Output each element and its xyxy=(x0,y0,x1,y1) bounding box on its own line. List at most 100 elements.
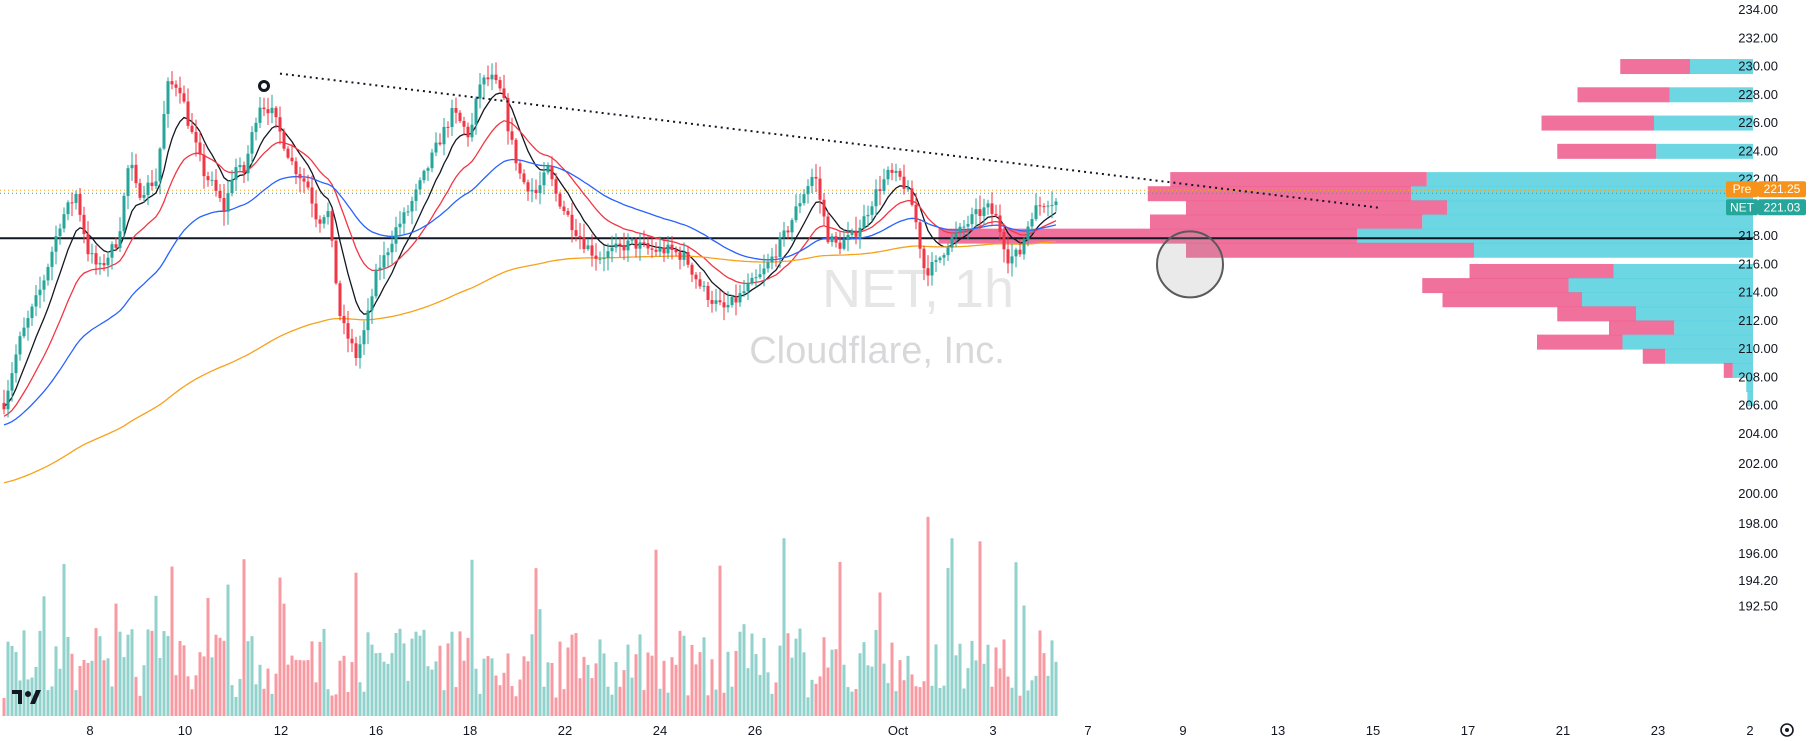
volume-bar xyxy=(94,628,98,716)
candle xyxy=(430,148,434,173)
candle-body xyxy=(106,257,110,266)
volume-bar xyxy=(418,635,422,716)
volume-bar xyxy=(706,695,710,716)
volume-bar xyxy=(554,697,558,716)
candle-body xyxy=(354,343,358,359)
candle-body xyxy=(346,323,350,339)
candle xyxy=(674,246,678,257)
volume-bar xyxy=(870,666,874,716)
candle xyxy=(934,255,938,273)
volume-bar xyxy=(882,663,886,716)
vp-up-bar xyxy=(1746,377,1753,393)
candle xyxy=(518,160,522,180)
volume-bar xyxy=(1022,605,1026,716)
volume-bar xyxy=(394,632,398,716)
candle xyxy=(998,204,1002,241)
volume-bar xyxy=(414,631,418,716)
candle-body xyxy=(570,214,574,231)
candle xyxy=(758,264,762,280)
candle xyxy=(610,235,614,263)
candle-body xyxy=(874,189,878,207)
candle-body xyxy=(930,262,934,276)
volume-bar xyxy=(10,645,14,716)
candle xyxy=(470,112,474,142)
volume-bar xyxy=(334,694,338,716)
circle-annotation[interactable] xyxy=(1156,230,1224,299)
candle xyxy=(270,94,274,124)
candle-body xyxy=(374,269,378,297)
candle-body xyxy=(462,120,466,127)
candle-body xyxy=(322,217,326,224)
vp-down-bar xyxy=(1186,200,1447,216)
tradingview-logo[interactable] xyxy=(12,690,41,704)
volume-bar xyxy=(798,628,802,716)
volume-bar xyxy=(950,538,954,716)
candle xyxy=(810,168,814,193)
volume-bar xyxy=(858,653,862,716)
volume-bar xyxy=(354,572,358,716)
candle-body xyxy=(430,152,434,169)
candle-body xyxy=(754,277,758,279)
volume-bar xyxy=(118,631,122,716)
candle-body xyxy=(698,279,702,287)
candle-body xyxy=(846,234,850,241)
candle xyxy=(926,255,930,287)
candle xyxy=(778,232,782,268)
volume-bar xyxy=(442,690,446,716)
candle-body xyxy=(782,230,786,238)
candle-body xyxy=(718,300,722,303)
time-axis[interactable]: 8 10 12 16 18 22 24 26 Oct 3 7 9 13 15 17 21 23 2 xyxy=(86,723,1753,738)
candle xyxy=(870,201,874,222)
candle-body xyxy=(402,212,406,224)
candle xyxy=(738,284,742,307)
candle-body xyxy=(614,243,618,248)
candle xyxy=(482,74,486,98)
candle xyxy=(334,239,338,285)
candle xyxy=(1054,198,1058,212)
vp-up-bar xyxy=(1636,306,1753,322)
candle-body xyxy=(858,227,862,237)
candle xyxy=(110,241,114,270)
y-tick-label: 214.00 xyxy=(1738,285,1778,300)
volume-bar xyxy=(282,603,286,716)
vp-down-bar xyxy=(1723,362,1733,378)
volume-bar xyxy=(794,638,798,716)
candle-body xyxy=(250,132,254,154)
candle xyxy=(474,96,478,135)
y-tick-label: 228.00 xyxy=(1738,87,1778,102)
price-axis[interactable]: 234.00232.00230.00228.00226.00224.00222.… xyxy=(1738,2,1778,614)
candle xyxy=(774,244,778,267)
volume-bar xyxy=(710,659,714,716)
candle-body xyxy=(398,223,402,228)
volume-bar xyxy=(922,681,926,716)
settings-icon[interactable] xyxy=(1780,723,1794,737)
price-label-value: 221.25 xyxy=(1764,182,1801,196)
candle xyxy=(970,207,974,231)
candle xyxy=(286,146,290,160)
candle-body xyxy=(582,237,586,250)
trendline[interactable] xyxy=(258,72,1381,209)
candle xyxy=(594,243,598,271)
volume-bar xyxy=(886,683,890,716)
highlight-circle[interactable] xyxy=(1156,230,1224,299)
volume-bar xyxy=(1006,676,1010,716)
candle xyxy=(522,169,526,185)
candle-body xyxy=(210,179,214,181)
price-label-name-bg xyxy=(1726,199,1758,216)
candle xyxy=(590,234,594,267)
candle xyxy=(362,320,366,355)
volume-bar xyxy=(754,654,758,716)
candle xyxy=(98,256,102,275)
volume-bar xyxy=(370,644,374,716)
alert-clock-face xyxy=(261,83,267,89)
candle xyxy=(378,254,382,281)
volume-bar xyxy=(854,689,858,716)
candle xyxy=(514,138,518,171)
candle xyxy=(242,161,246,184)
candle-body xyxy=(394,227,398,244)
tv-logo-icon[interactable] xyxy=(12,690,41,704)
candle-body xyxy=(174,84,178,88)
candle-body xyxy=(498,80,502,89)
candle-body xyxy=(326,211,330,218)
